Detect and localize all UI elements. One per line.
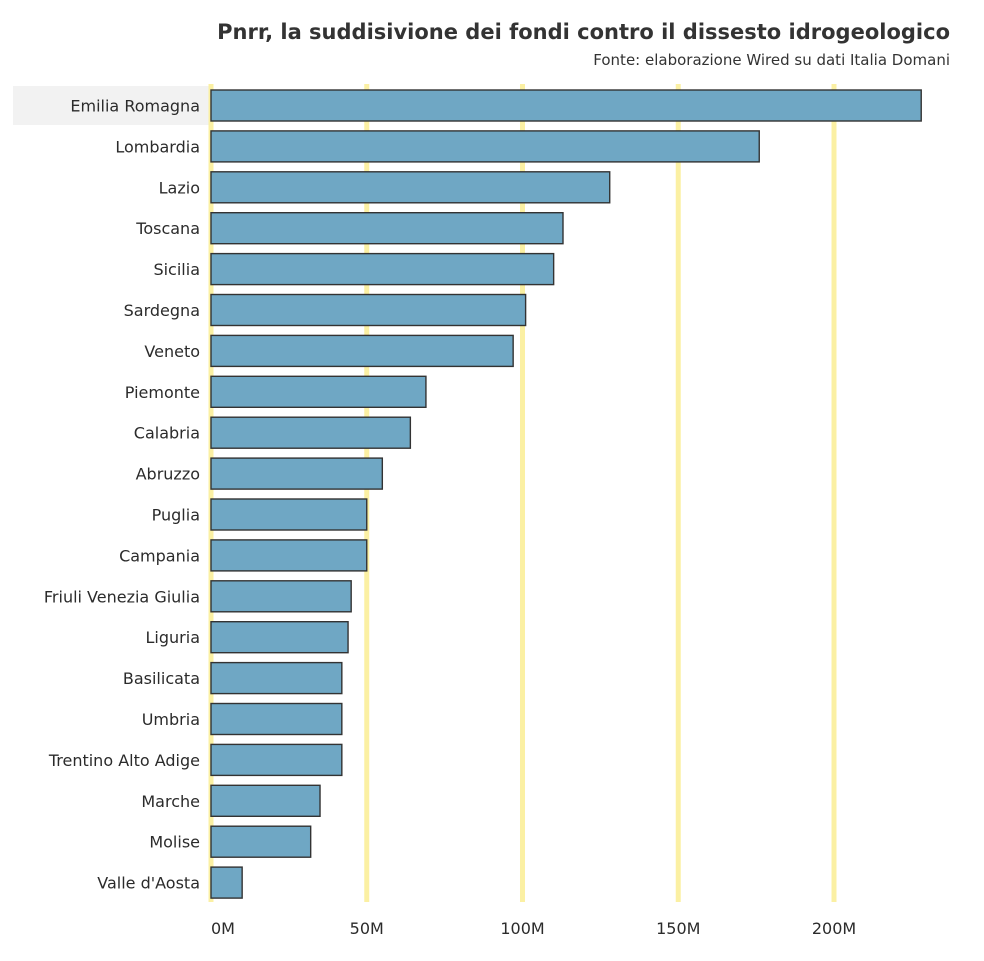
category-label: Lazio	[159, 178, 200, 197]
category-label: Campania	[119, 546, 200, 565]
category-label: Sardegna	[124, 301, 200, 320]
gridline	[520, 84, 525, 902]
bar	[210, 334, 514, 368]
category-label: Piemonte	[125, 383, 200, 402]
gridline	[675, 84, 681, 902]
category-label: Sicilia	[153, 260, 200, 279]
chart-title: Pnrr, la suddisivione dei fondi contro i…	[217, 20, 950, 44]
category-label: Valle d'Aosta	[97, 874, 200, 893]
bar	[210, 252, 555, 286]
bar	[210, 211, 564, 245]
category-label: Emilia Romagna	[70, 97, 200, 116]
x-tick-label: 50M	[350, 919, 384, 938]
highlight-band	[13, 86, 211, 125]
category-label: Abruzzo	[136, 465, 200, 484]
gridline	[208, 84, 214, 902]
category-label: Molise	[149, 833, 200, 852]
bar	[210, 89, 922, 122]
bar	[210, 866, 243, 899]
category-label: Basilicata	[123, 669, 200, 688]
category-label: Friuli Venezia Giulia	[44, 587, 200, 606]
bar	[210, 457, 384, 490]
bar	[210, 130, 760, 163]
bar	[210, 171, 611, 204]
bar	[210, 498, 368, 531]
category-label: Veneto	[144, 342, 200, 361]
bar	[210, 702, 343, 736]
bar	[210, 293, 527, 327]
x-tick-label: 100M	[500, 919, 544, 938]
bar	[210, 580, 352, 613]
category-label: Liguria	[146, 628, 200, 647]
chart-subtitle: Fonte: elaborazione Wired su dati Italia…	[593, 51, 950, 69]
bar	[210, 416, 412, 449]
x-tick-label: 150M	[656, 919, 700, 938]
category-label: Lombardia	[115, 137, 200, 156]
bar	[210, 743, 343, 777]
gridline	[364, 84, 370, 902]
x-tick-label: 200M	[812, 919, 856, 938]
gridline	[831, 84, 837, 902]
category-label: Puglia	[152, 506, 200, 525]
bar	[210, 539, 368, 572]
bar	[210, 825, 312, 858]
bar	[210, 661, 343, 695]
bar	[210, 784, 321, 817]
category-label: Umbria	[142, 710, 200, 729]
category-label: Marche	[141, 792, 200, 811]
bar	[210, 375, 427, 408]
x-tick-label: 0M	[211, 919, 235, 938]
category-label: Toscana	[135, 219, 200, 238]
bar	[210, 621, 349, 654]
category-label: Trentino Alto Adige	[48, 751, 200, 770]
category-label: Calabria	[134, 424, 200, 443]
